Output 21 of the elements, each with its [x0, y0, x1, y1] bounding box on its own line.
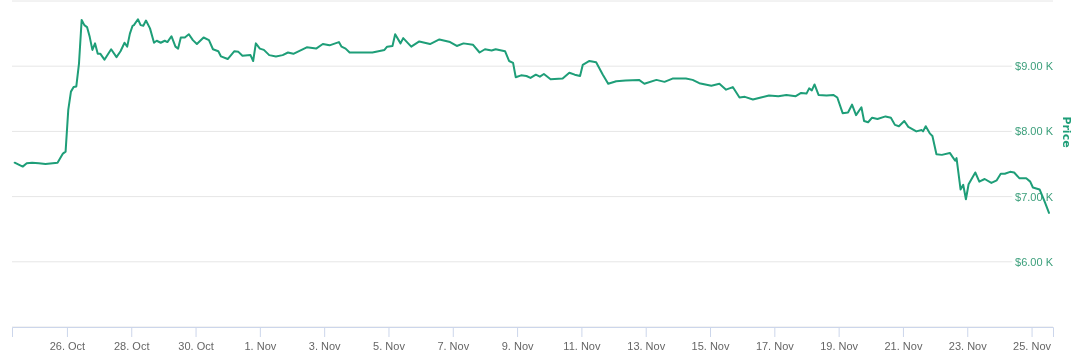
x-tick-label: 25. Nov [1013, 339, 1052, 352]
x-tick-label: 7. Nov [437, 339, 470, 352]
x-tick-label: 23. Nov [948, 339, 988, 352]
x-tick-label: 21. Nov [884, 339, 923, 352]
y-tick-label: $9.00 K [1015, 60, 1054, 73]
y-axis-title: Price [1060, 116, 1073, 148]
y-tick-label: $6.00 K [1015, 255, 1054, 268]
x-tick-label: 13. Nov [627, 339, 666, 352]
x-tick-label: 28. Oct [114, 339, 150, 352]
y-tick-label: $8.00 K [1015, 125, 1054, 138]
x-tick-label: 1. Nov [244, 339, 277, 352]
x-tick-label: 19. Nov [820, 339, 859, 352]
y-tick-label: $7.00 K [1015, 190, 1054, 203]
x-tick-label: 30. Oct [178, 339, 214, 352]
x-tick-label: 17. Nov [755, 339, 795, 352]
x-tick-label: 26. Oct [49, 339, 86, 352]
x-tick-label: 11. Nov [563, 339, 601, 352]
x-tick-label: 15. Nov [691, 339, 730, 352]
x-tick-label: 3. Nov [308, 339, 342, 352]
x-tick-label: 9. Nov [501, 339, 534, 352]
x-tick-label: 5. Nov [373, 339, 406, 352]
